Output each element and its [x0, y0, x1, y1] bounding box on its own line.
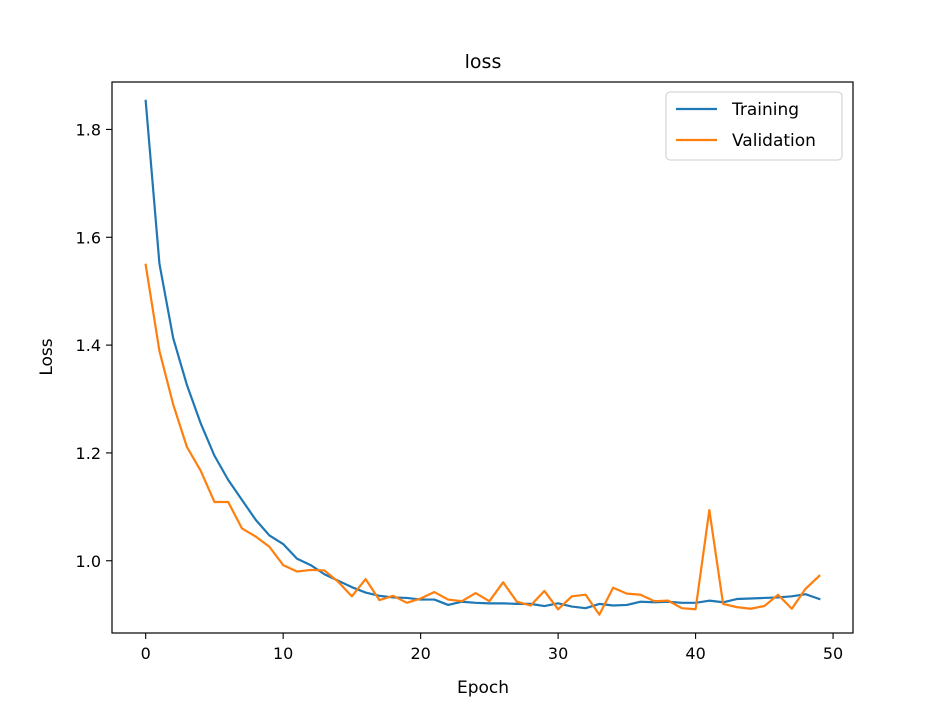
y-tick-label: 1.4 — [76, 336, 101, 355]
y-tick-label: 1.8 — [76, 120, 101, 139]
axes-frame — [111, 81, 854, 634]
x-axis-ticks: 0 10 20 30 40 50 — [141, 633, 843, 663]
y-axis-ticks: 1.0 1.2 1.4 1.6 1.8 — [76, 120, 112, 571]
chart-title: loss — [465, 51, 502, 73]
series-lines — [144, 99, 821, 616]
y-tick-label: 1.2 — [76, 444, 101, 463]
x-tick-label: 40 — [685, 644, 705, 663]
x-tick-label: 10 — [273, 644, 293, 663]
y-tick-label: 1.6 — [76, 228, 101, 247]
x-tick-label: 30 — [548, 644, 568, 663]
series-line-validation — [144, 263, 821, 616]
legend-label-validation: Validation — [732, 131, 816, 151]
legend-label-training: Training — [731, 100, 799, 120]
x-tick-label: 0 — [141, 644, 151, 663]
legend: Training Validation — [665, 91, 843, 161]
x-tick-label: 20 — [410, 644, 430, 663]
x-tick-label: 50 — [823, 644, 843, 663]
series-line-training — [144, 99, 821, 610]
y-axis-label: Loss — [37, 338, 57, 375]
x-axis-label: Epoch — [457, 678, 509, 698]
y-tick-label: 1.0 — [76, 552, 101, 571]
